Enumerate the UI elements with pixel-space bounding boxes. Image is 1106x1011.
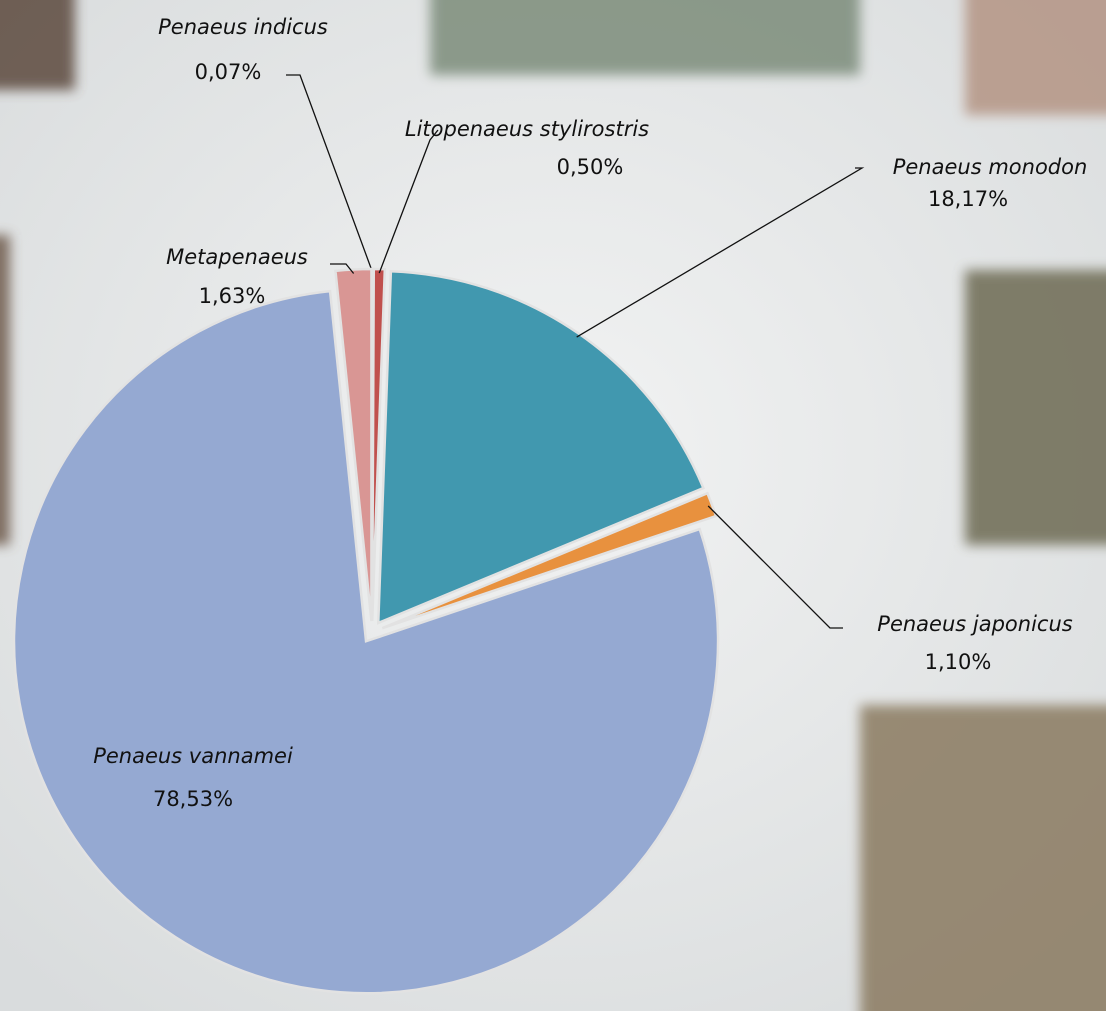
leader-line xyxy=(330,263,355,274)
pie-slice xyxy=(376,269,706,625)
slice-label-name: Metapenaeus xyxy=(166,245,308,269)
leader-line xyxy=(576,167,865,338)
slice-label-name: Penaeus monodon xyxy=(893,155,1088,179)
slice-label-name: Penaeus indicus xyxy=(158,15,328,39)
leader-line xyxy=(378,129,439,274)
pie: Penaeus indicus 0,07% Litopenaeus styliros… xyxy=(12,15,1088,995)
slice-label-name: Litopenaeus stylirostris xyxy=(405,117,649,141)
pie-slice xyxy=(334,267,373,622)
leader-line xyxy=(286,74,374,274)
slice-label-value: 0,50% xyxy=(557,155,624,179)
slice-label-value: 1,10% xyxy=(925,650,992,674)
slice-label-value: 78,53% xyxy=(153,787,233,811)
leader-line xyxy=(707,505,843,629)
pie-slice xyxy=(12,289,720,995)
slice-label-name: Penaeus vannamei xyxy=(93,744,293,768)
slice-label-value: 18,17% xyxy=(928,187,1008,211)
slice-label-name: Penaeus japonicus xyxy=(877,612,1072,636)
pie-slice xyxy=(381,491,718,630)
slice-label-value: 1,63% xyxy=(199,284,266,308)
pie-slice xyxy=(370,267,387,622)
slice-label-value: 0,07% xyxy=(195,60,262,84)
